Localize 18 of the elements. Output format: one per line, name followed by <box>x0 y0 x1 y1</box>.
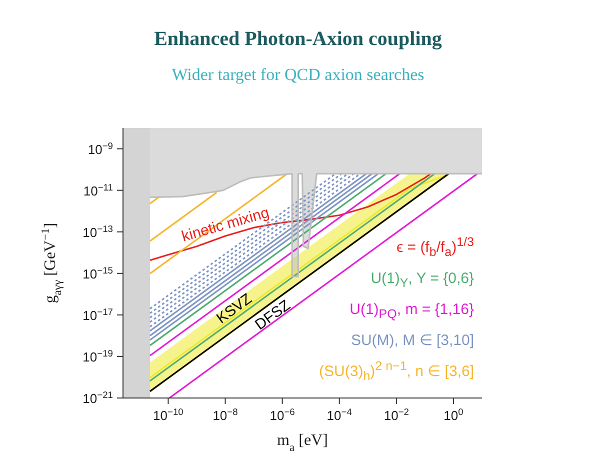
x-tick-label: 10$^{−6}$ <box>270 407 295 423</box>
y-tick-label: 10$^{−13}$ <box>82 224 113 240</box>
legend: ϵ = (f$_{b}$/f$_{a}$)$^{1/3}$ U(1)$_{Y}$, Y = {0,6} U(1)$_{PQ}$, m = {1,16} SU(M), M ∈ [3,10] (SU(3)$_{h}$)$^{2 n−1}$, n ∈ [3,6] <box>319 232 474 387</box>
y-tick-label: 10$^{−11}$ <box>83 182 113 198</box>
x-tick-label: 10$^{−8}$ <box>212 407 238 423</box>
y-tick-label: 10$^{−17}$ <box>82 306 113 323</box>
y-tick-label: 10$^{−15}$ <box>82 265 113 282</box>
x-tick-label: 10$^{0}$ <box>444 407 464 423</box>
x-tick-label: 10$^{−4}$ <box>326 407 352 423</box>
y-tick-label: 10$^{−9}$ <box>88 140 113 157</box>
x-tick-label: 10$^{−2}$ <box>384 407 409 423</box>
x-tick-label: 10$^{−10}$ <box>153 407 184 423</box>
x-axis-title: m$_{a}$ [eV] <box>277 432 328 454</box>
annotation: kinetic mixing <box>180 204 272 246</box>
y-tick-label: 10$^{−19}$ <box>82 348 113 364</box>
chart-subtitle: Wider target for QCD axion searches <box>170 65 426 85</box>
chart-title: Enhanced Photon-Axion coupling <box>153 28 443 51</box>
y-tick-label: 10$^{−21}$ <box>82 390 113 406</box>
